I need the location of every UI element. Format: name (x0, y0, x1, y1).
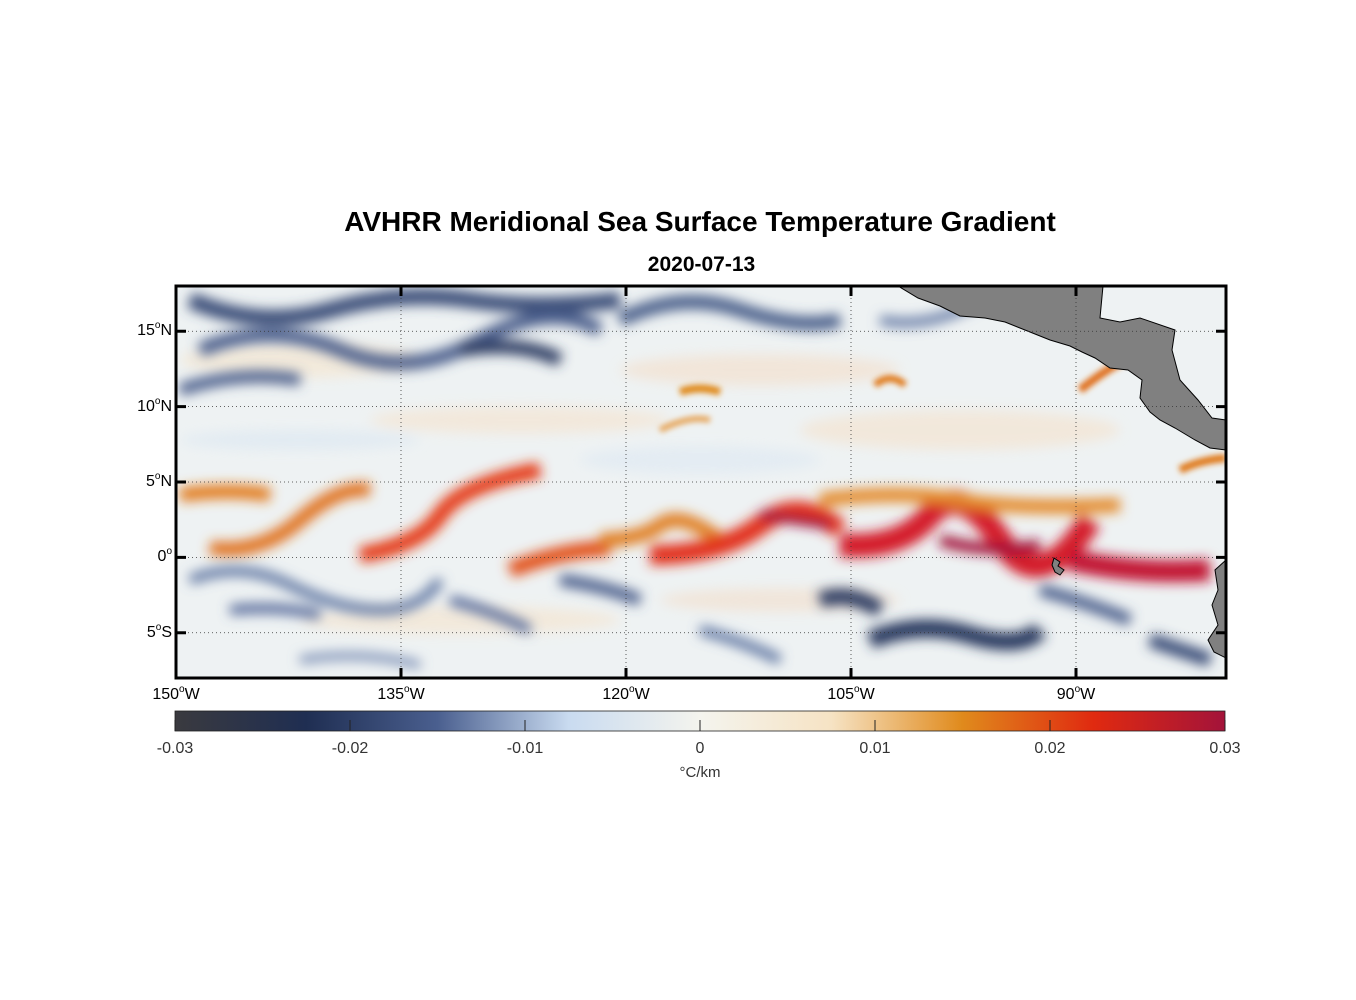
land-central-america (897, 286, 1226, 451)
colorbar-unit: °C/km (679, 764, 721, 781)
colorbar-tick-label: -0.02 (331, 740, 369, 757)
northern-negative-bands (178, 288, 983, 396)
colorbar-tick-label: 0 (695, 740, 705, 757)
lat-label: 15oN (137, 320, 172, 340)
figure-subtitle: 2020-07-13 (647, 253, 756, 276)
lon-label: 135oW (377, 684, 425, 703)
lon-label: 150oW (152, 684, 200, 703)
colorbar-tick-label: -0.03 (156, 740, 194, 757)
southern-negative-bands (188, 566, 1213, 669)
lat-label: 10oN (137, 395, 172, 415)
equatorial-positive-band (179, 462, 1211, 583)
lat-label: 5oS (146, 621, 172, 641)
lon-label: 105oW (827, 684, 875, 703)
map-ticks (174, 286, 1226, 678)
colorbar-tick-label: 0.01 (859, 740, 891, 757)
figure-title: AVHRR Meridional Sea Surface Temperature… (344, 206, 1056, 237)
colorbar-tick-label: 0.03 (1209, 740, 1241, 757)
lon-label: 120oW (602, 684, 650, 703)
lat-label: 5oN (145, 471, 172, 490)
lon-label: 90oW (1056, 684, 1096, 703)
land-galapagos (1051, 557, 1065, 576)
lat-label: 0o (157, 546, 172, 566)
colorbar-ticks (174, 720, 1226, 731)
colorbar-tick-label: 0.02 (1034, 740, 1066, 757)
colorbar-tick-label: -0.01 (506, 740, 544, 757)
northern-positive-accents (658, 356, 1226, 474)
